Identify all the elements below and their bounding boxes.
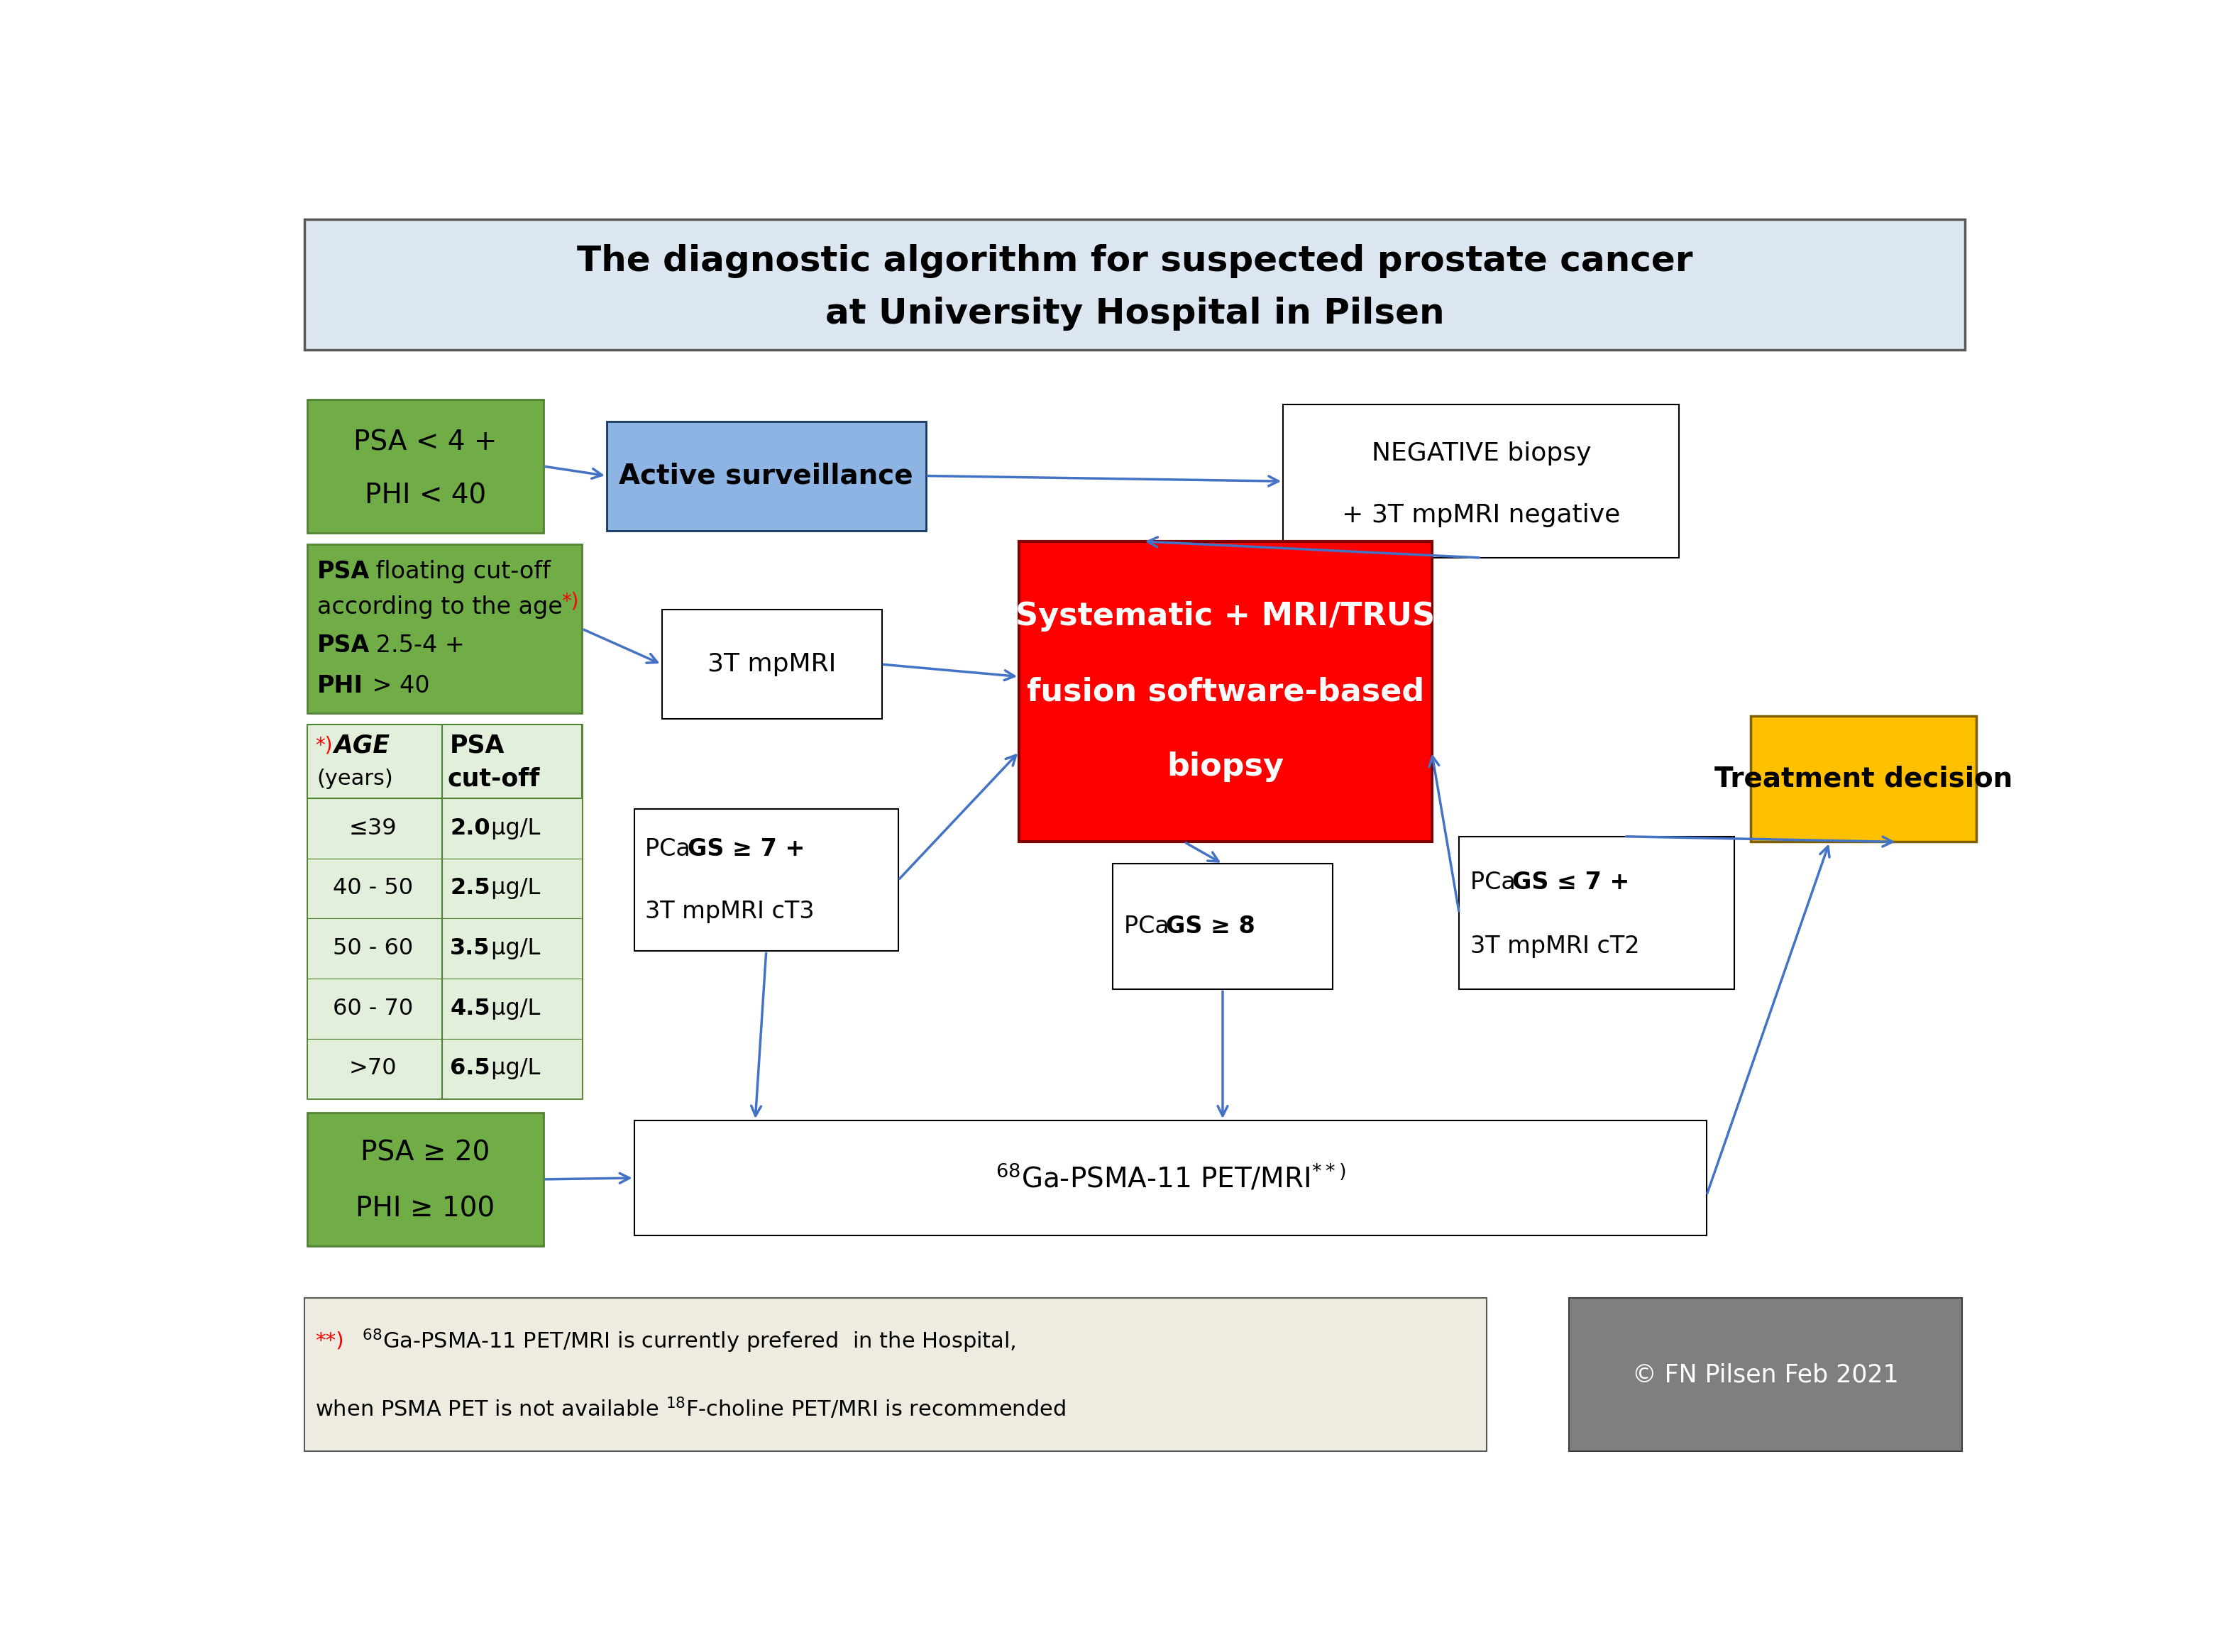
Text: PHI < 40: PHI < 40 [365, 482, 487, 509]
Text: PCa: PCa [644, 838, 697, 861]
Text: PHI: PHI [317, 674, 363, 697]
FancyBboxPatch shape [308, 1112, 542, 1246]
Text: **): **) [314, 1332, 343, 1351]
FancyBboxPatch shape [308, 919, 582, 978]
Text: GS ≥ 8: GS ≥ 8 [1167, 915, 1255, 938]
Text: floating cut-off: floating cut-off [368, 560, 551, 583]
Text: 2.0: 2.0 [449, 818, 489, 839]
Text: 2.5-4 +: 2.5-4 + [368, 633, 472, 657]
FancyBboxPatch shape [1570, 1298, 1962, 1450]
Text: GS ≥ 7 +: GS ≥ 7 + [689, 838, 806, 861]
FancyBboxPatch shape [308, 798, 582, 859]
FancyBboxPatch shape [303, 220, 1966, 350]
Text: AGE: AGE [334, 733, 390, 757]
Text: according to the age: according to the age [317, 595, 562, 618]
FancyBboxPatch shape [308, 725, 582, 798]
Text: μg/L: μg/L [485, 1057, 540, 1080]
Text: PSA ≥ 20: PSA ≥ 20 [361, 1140, 489, 1166]
Text: 60 - 70: 60 - 70 [332, 998, 414, 1019]
FancyBboxPatch shape [1751, 717, 1977, 843]
FancyBboxPatch shape [1114, 864, 1333, 990]
Text: PCa: PCa [1125, 915, 1176, 938]
Text: 6.5: 6.5 [449, 1057, 489, 1080]
Text: when PSMA PET is not available $^{18}$F-choline PET/MRI is recommended: when PSMA PET is not available $^{18}$F-… [314, 1396, 1065, 1421]
FancyBboxPatch shape [308, 400, 542, 534]
Text: PSA: PSA [449, 733, 505, 757]
Text: μg/L: μg/L [485, 877, 540, 899]
Text: cut-off: cut-off [447, 767, 540, 791]
Text: μg/L: μg/L [485, 818, 540, 839]
Text: *): *) [562, 591, 580, 611]
Text: Active surveillance: Active surveillance [620, 463, 914, 489]
Text: fusion software-based: fusion software-based [1027, 676, 1424, 707]
Text: PSA < 4 +: PSA < 4 + [354, 428, 498, 456]
Text: PHI ≥ 100: PHI ≥ 100 [356, 1196, 496, 1222]
FancyBboxPatch shape [1284, 405, 1678, 558]
Text: 3T mpMRI cT2: 3T mpMRI cT2 [1470, 935, 1641, 958]
Text: PSA: PSA [317, 633, 370, 657]
Text: The diagnostic algorithm for suspected prostate cancer: The diagnostic algorithm for suspected p… [576, 244, 1694, 278]
Text: PSA: PSA [317, 560, 370, 583]
FancyBboxPatch shape [308, 725, 582, 1099]
Text: >70: >70 [350, 1057, 396, 1080]
Text: + 3T mpMRI negative: + 3T mpMRI negative [1342, 502, 1621, 527]
FancyBboxPatch shape [1018, 542, 1432, 843]
Text: $^{68}$Ga-PSMA-11 PET/MRI is currently prefered  in the Hospital,: $^{68}$Ga-PSMA-11 PET/MRI is currently p… [356, 1327, 1016, 1355]
FancyBboxPatch shape [1459, 836, 1734, 990]
Text: μg/L: μg/L [485, 998, 540, 1019]
Text: GS ≤ 7 +: GS ≤ 7 + [1512, 871, 1630, 894]
FancyBboxPatch shape [308, 978, 582, 1039]
Text: © FN Pilsen Feb 2021: © FN Pilsen Feb 2021 [1632, 1363, 1900, 1386]
FancyBboxPatch shape [607, 421, 925, 530]
FancyBboxPatch shape [633, 809, 899, 952]
Text: 40 - 50: 40 - 50 [332, 877, 414, 899]
Text: biopsy: biopsy [1167, 752, 1284, 781]
Text: at University Hospital in Pilsen: at University Hospital in Pilsen [826, 296, 1444, 330]
FancyBboxPatch shape [308, 1039, 582, 1099]
Text: Treatment decision: Treatment decision [1714, 765, 2013, 793]
FancyBboxPatch shape [662, 610, 881, 719]
Text: μg/L: μg/L [485, 937, 540, 960]
Text: *): *) [314, 735, 332, 755]
Text: 2.5: 2.5 [449, 877, 489, 899]
Text: 3.5: 3.5 [449, 937, 489, 960]
Text: Systematic + MRI/TRUS: Systematic + MRI/TRUS [1016, 601, 1435, 631]
Text: (years): (years) [317, 768, 394, 790]
Text: ≤39: ≤39 [350, 818, 396, 839]
Text: NEGATIVE biopsy: NEGATIVE biopsy [1370, 441, 1592, 466]
Text: 3T mpMRI: 3T mpMRI [708, 653, 837, 676]
FancyBboxPatch shape [633, 1120, 1707, 1236]
Text: 50 - 60: 50 - 60 [332, 937, 414, 960]
Text: 4.5: 4.5 [449, 998, 489, 1019]
Text: $^{68}$Ga-PSMA-11 PET/MRI$^{**)}$: $^{68}$Ga-PSMA-11 PET/MRI$^{**)}$ [996, 1163, 1346, 1193]
Text: 3T mpMRI cT3: 3T mpMRI cT3 [644, 900, 815, 923]
Text: PCa: PCa [1470, 871, 1523, 894]
FancyBboxPatch shape [303, 1298, 1486, 1450]
FancyBboxPatch shape [308, 859, 582, 919]
FancyBboxPatch shape [308, 544, 582, 714]
Text: > 40: > 40 [365, 674, 430, 697]
